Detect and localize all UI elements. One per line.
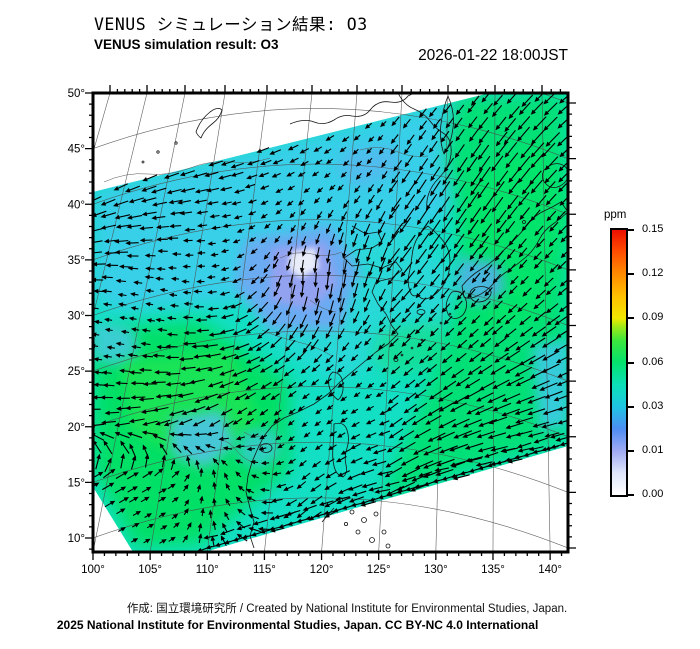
colorbar: ppm 0.15 0.12 0.09 0.06 0.03 0.01 0.00 — [604, 209, 663, 500]
colorbar-tick-label: 0.15 — [642, 223, 664, 235]
lat-tick-label: 30° — [68, 311, 85, 323]
colorbar-tick — [626, 361, 634, 364]
valid-time-label: 2026-01-22 18:00JST — [418, 47, 568, 64]
o3-patch — [93, 322, 140, 366]
colorbar-tick — [626, 449, 634, 452]
wind-arrows — [93, 93, 568, 552]
lon-tick-label: 110° — [196, 564, 219, 576]
o3-patch — [455, 258, 505, 306]
title-japanese: VENUS シミュレーション結果: O3 — [94, 15, 368, 34]
o3-patch — [270, 242, 338, 310]
title-english: VENUS simulation result: O3 — [94, 37, 279, 52]
axis-labels: 50° 45° 40° 35° 30° 25° 20° 15° 10° 100° 105° 110° 1… — [68, 88, 562, 576]
colorbar-tick-label: 0.03 — [642, 399, 664, 412]
o3-patch — [93, 93, 560, 310]
o3-concentration-field — [93, 93, 568, 552]
lat-tick-label: 40° — [68, 199, 85, 211]
colorbar-tick-label: 0.01 — [642, 443, 664, 456]
colorbar-tick — [626, 405, 634, 408]
lon-tick-label: 135° — [481, 564, 505, 576]
colorbar-tick — [626, 317, 634, 320]
lat-tick-label: 25° — [68, 366, 85, 378]
lat-tick-label: 15° — [68, 477, 85, 489]
colorbar-unit-label: ppm — [604, 209, 627, 221]
colorbar-tick-label: 0.06 — [642, 355, 664, 368]
credit-line: 作成: 国立環境研究所 / Created by National Instit… — [126, 603, 568, 615]
copyright-line: ©2025 National Institute for Environment… — [57, 618, 539, 632]
lon-tick-label: 130° — [424, 564, 448, 576]
lon-tick-label: 120° — [310, 564, 334, 576]
colorbar-tick — [626, 494, 634, 496]
lat-tick-label: 45° — [68, 144, 85, 156]
lat-tick-label: 10° — [68, 533, 85, 545]
lon-tick-label: 125° — [367, 564, 391, 576]
colorbar-tick-label: 0.09 — [642, 311, 664, 324]
axis-ticks — [85, 85, 576, 560]
lon-tick-label: 100° — [81, 564, 105, 576]
colorbar-tick-label: 0.00 — [642, 488, 664, 500]
lat-tick-label: 35° — [68, 255, 85, 267]
colorbar-tick — [626, 273, 634, 276]
o3-patch — [170, 410, 235, 468]
lon-tick-label: 115° — [253, 564, 276, 576]
lat-tick-label: 50° — [68, 88, 85, 100]
colorbar-tick — [626, 229, 634, 231]
lon-tick-label: 140° — [538, 564, 562, 576]
country-borders — [103, 147, 429, 463]
lon-tick-label: 105° — [138, 564, 162, 576]
colorbar-tick-label: 0.12 — [642, 267, 664, 280]
lat-tick-label: 20° — [68, 422, 85, 434]
